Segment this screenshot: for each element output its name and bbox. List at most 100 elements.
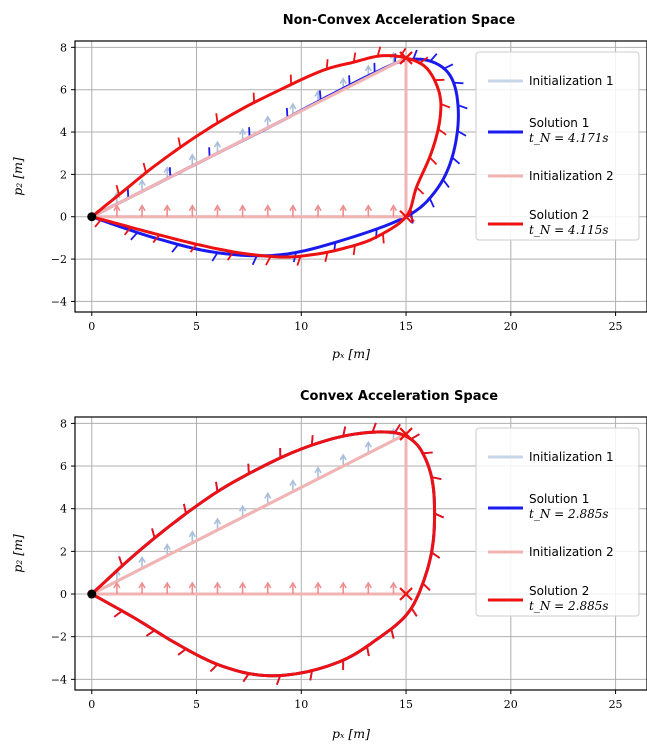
x-tick-label: 0: [88, 320, 95, 333]
acceleration-arrow: [390, 628, 395, 639]
acceleration-arrow-head: [289, 479, 297, 487]
waypoint-marker: [399, 51, 413, 65]
x-axis-label: pₓ [m]: [332, 346, 370, 361]
acceleration-arrow-head: [213, 581, 222, 589]
acceleration-arrow: [371, 422, 377, 433]
chart-panel-2: Convex Acceleration Space 0 5 10 15 20 25 −4 −2 0…: [10, 389, 647, 741]
y-tick-label: 6: [60, 460, 67, 473]
acceleration-arrow: [422, 582, 431, 591]
acceleration-arrow: [442, 179, 450, 188]
acceleration-arrow: [252, 92, 256, 103]
x-tick-label: 20: [504, 698, 518, 711]
acceleration-arrow-head: [238, 504, 247, 512]
acceleration-arrow-head: [163, 581, 171, 589]
series-line: [91, 432, 408, 596]
acceleration-arrow-head: [389, 581, 398, 589]
series-initialization-2: [91, 56, 408, 219]
acceleration-arrow: [342, 426, 347, 437]
acceleration-arrow: [276, 675, 282, 686]
series-solution-2: [90, 46, 451, 266]
legend-label: Initialization 2: [529, 169, 614, 183]
acceleration-arrow: [325, 59, 329, 70]
series-line: [91, 56, 408, 219]
acceleration-arrow: [352, 245, 356, 256]
acceleration-arrow: [431, 476, 442, 480]
axes-frame: [74, 416, 647, 691]
acceleration-arrow: [440, 103, 451, 109]
acceleration-arrow: [352, 52, 357, 63]
acceleration-arrow: [215, 481, 219, 492]
acceleration-arrow-head: [289, 102, 297, 110]
acceleration-arrow-head: [339, 581, 347, 589]
legend-box: [475, 427, 640, 617]
series-solution-2: [90, 422, 444, 686]
start-marker: [87, 212, 97, 222]
acceleration-arrow-head: [213, 517, 222, 525]
x-tick-label: 15: [399, 320, 413, 333]
x-tick-label: 5: [193, 698, 200, 711]
x-tick-label: 5: [193, 320, 200, 333]
acceleration-arrow: [410, 607, 418, 617]
acceleration-arrow: [443, 63, 454, 70]
acceleration-arrow: [151, 528, 156, 539]
acceleration-arrow: [437, 128, 447, 136]
acceleration-arrow: [251, 255, 258, 266]
legend-label: Initialization 1: [529, 74, 614, 88]
acceleration-arrow: [296, 255, 302, 266]
acceleration-arrow-head: [163, 204, 171, 212]
acceleration-arrow-head: [213, 204, 222, 212]
y-tick-label: 2: [60, 168, 67, 181]
acceleration-arrow: [431, 551, 441, 559]
y-tick-label: −2: [51, 253, 67, 266]
acceleration-arrow: [412, 49, 418, 60]
y-tick-label: 8: [60, 41, 67, 54]
acceleration-arrow: [123, 226, 132, 236]
x-tick-label: 25: [609, 320, 623, 333]
acceleration-arrow-head: [113, 204, 121, 212]
acceleration-arrow: [177, 648, 187, 656]
acceleration-arrow: [209, 663, 219, 672]
series-line: [91, 57, 460, 258]
x-tick-label: 10: [294, 698, 308, 711]
acceleration-arrow: [394, 423, 401, 434]
acceleration-arrow-head: [339, 204, 347, 212]
acceleration-arrow: [415, 186, 425, 195]
waypoint-marker: [399, 427, 413, 441]
acceleration-arrow-head: [389, 204, 398, 212]
acceleration-arrow-head: [314, 581, 322, 589]
acceleration-arrow: [366, 646, 370, 657]
x-tick-label: 10: [294, 320, 308, 333]
y-axis-label: p₂ [m]: [10, 157, 25, 196]
acceleration-arrow: [319, 90, 322, 101]
acceleration-arrow: [242, 673, 250, 683]
acceleration-arrow-head: [314, 466, 322, 474]
acceleration-arrow: [285, 107, 289, 118]
acceleration-arrow-head: [138, 204, 146, 212]
chart-title: Non-Convex Acceleration Space: [283, 13, 516, 28]
legend-label: Solution 1: [529, 492, 589, 506]
acceleration-arrow: [457, 104, 468, 110]
acceleration-arrow: [265, 256, 272, 266]
acceleration-arrow-head: [289, 581, 297, 589]
acceleration-arrow: [428, 156, 438, 166]
acceleration-arrow-head: [138, 581, 146, 589]
acceleration-arrow: [348, 75, 351, 86]
acceleration-arrow: [309, 670, 313, 681]
acceleration-arrow: [429, 53, 438, 62]
acceleration-arrow-head: [364, 204, 373, 212]
series-line: [90, 430, 437, 678]
acceleration-arrow: [189, 243, 198, 253]
acceleration-arrow-head: [188, 530, 197, 538]
acceleration-arrow: [118, 556, 124, 567]
acceleration-arrow: [428, 197, 435, 208]
legend-label: Solution 2: [529, 584, 589, 598]
x-tick-label: 15: [399, 698, 413, 711]
chart-title: Convex Acceleration Space: [300, 389, 498, 404]
legend-label: Solution 2: [529, 208, 589, 222]
legend-sublabel: t_N = 2.885s: [529, 507, 609, 521]
acceleration-arrow: [453, 81, 464, 85]
y-tick-label: 0: [60, 211, 67, 224]
acceleration-arrow: [215, 113, 219, 124]
acceleration-arrow: [310, 435, 314, 446]
